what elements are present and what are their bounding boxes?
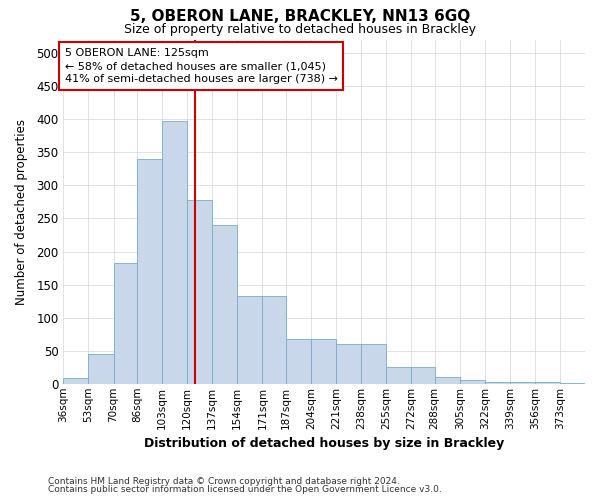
Bar [88,354,113,384]
Bar [137,159,162,384]
Bar [535,382,560,384]
Text: 5 OBERON LANE: 125sqm
← 58% of detached houses are smaller (1,045)
41% of semi-d: 5 OBERON LANE: 125sqm ← 58% of detached … [65,48,338,84]
Text: Size of property relative to detached houses in Brackley: Size of property relative to detached ho… [124,22,476,36]
Bar [187,200,212,384]
Bar [386,367,411,384]
Bar [435,377,460,384]
Text: Contains HM Land Registry data © Crown copyright and database right 2024.: Contains HM Land Registry data © Crown c… [48,477,400,486]
Bar [460,380,485,384]
Bar [510,382,535,384]
X-axis label: Distribution of detached houses by size in Brackley: Distribution of detached houses by size … [144,437,505,450]
Bar [113,263,137,384]
Bar [560,383,585,384]
Bar [336,344,361,384]
Text: 5, OBERON LANE, BRACKLEY, NN13 6GQ: 5, OBERON LANE, BRACKLEY, NN13 6GQ [130,9,470,24]
Bar [411,367,435,384]
Bar [361,344,386,384]
Bar [485,382,510,384]
Bar [162,120,187,384]
Bar [64,378,88,384]
Bar [212,225,237,384]
Bar [262,296,286,384]
Bar [237,296,262,384]
Bar [311,339,336,384]
Bar [286,339,311,384]
Y-axis label: Number of detached properties: Number of detached properties [15,119,28,305]
Text: Contains public sector information licensed under the Open Government Licence v3: Contains public sector information licen… [48,485,442,494]
